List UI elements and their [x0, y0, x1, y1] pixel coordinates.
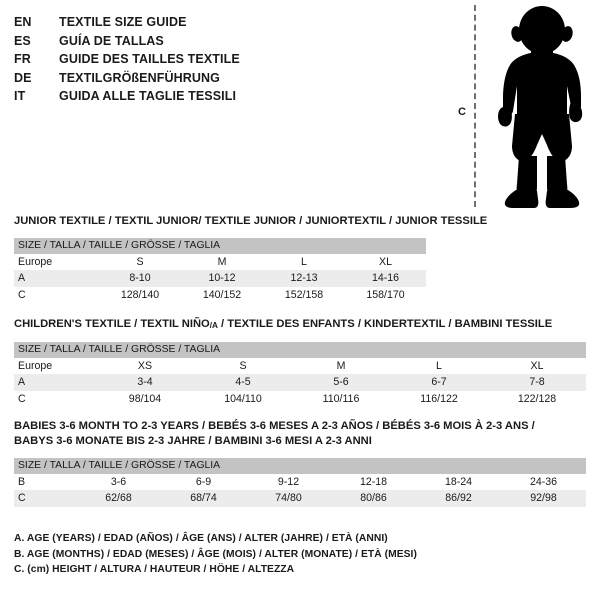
cell: L — [390, 357, 488, 374]
cell: 3-4 — [96, 374, 194, 391]
table-row: A 3-4 4-5 5-6 6-7 7-8 — [14, 374, 587, 391]
language-title-block: EN TEXTILE SIZE GUIDE ES GUÍA DE TALLAS … — [14, 13, 240, 106]
children-size-table: SIZE / TALLA / TAILLE / GRÖSSE / TAGLIA … — [14, 342, 587, 407]
row-label: C — [14, 390, 96, 407]
row-label: C — [14, 286, 99, 303]
legend-item-b: B. AGE (MONTHS) / EDAD (MESES) / ÂGE (MO… — [14, 548, 417, 560]
row-label: C — [14, 490, 76, 507]
cell: 3-6 — [76, 473, 161, 490]
table-row: A 8-10 10-12 12-13 14-16 — [14, 270, 427, 287]
table-header-row: SIZE / TALLA / TAILLE / GRÖSSE / TAGLIA — [14, 458, 587, 474]
height-marker-label: C — [458, 106, 466, 118]
row-label: Europe — [14, 357, 96, 374]
child-silhouette-icon — [498, 6, 583, 208]
language-row-fr: FR GUIDE DES TAILLES TEXTILE — [14, 50, 240, 69]
cell: 6-9 — [161, 473, 246, 490]
table-row: C 128/140 140/152 152/158 158/170 — [14, 286, 427, 303]
section-title-junior: JUNIOR TEXTILE / TEXTIL JUNIOR/ TEXTILE … — [14, 215, 488, 227]
height-measure-line-icon — [474, 5, 476, 207]
table-header-row: SIZE / TALLA / TAILLE / GRÖSSE / TAGLIA — [14, 342, 587, 358]
section-junior-textile: JUNIOR TEXTILE / TEXTIL JUNIOR/ TEXTILE … — [14, 214, 488, 303]
row-label: B — [14, 473, 76, 490]
cell: 9-12 — [246, 473, 331, 490]
cell: 14-16 — [345, 270, 427, 287]
cell: 74/80 — [246, 490, 331, 507]
row-label: A — [14, 270, 99, 287]
language-title-it: GUIDA ALLE TAGLIE TESSILI — [59, 89, 237, 104]
cell: S — [99, 253, 181, 270]
cell: 18-24 — [416, 473, 501, 490]
table-row: Europe S M L XL — [14, 253, 427, 270]
cell: 80/86 — [331, 490, 416, 507]
cell: XS — [96, 357, 194, 374]
height-illustration: C — [440, 0, 600, 215]
size-header-label: SIZE / TALLA / TAILLE / GRÖSSE / TAGLIA — [14, 342, 587, 358]
cell: 98/104 — [96, 390, 194, 407]
cell: 86/92 — [416, 490, 501, 507]
cell: 7-8 — [488, 374, 587, 391]
cell: 158/170 — [345, 286, 427, 303]
language-title-es: GUÍA DE TALLAS — [59, 33, 164, 48]
cell: 68/74 — [161, 490, 246, 507]
legend-item-c: C. (cm) HEIGHT / ALTURA / HAUTEUR / HÖHE… — [14, 564, 295, 575]
title-part-sub: /A — [209, 321, 218, 330]
language-title-en: TEXTILE SIZE GUIDE — [59, 15, 187, 29]
junior-size-table: SIZE / TALLA / TAILLE / GRÖSSE / TAGLIA … — [14, 238, 427, 303]
language-code-es: ES — [14, 33, 31, 48]
row-label: A — [14, 374, 96, 391]
language-code-it: IT — [14, 89, 26, 104]
cell: S — [194, 357, 292, 374]
language-row-it: IT GUIDA ALLE TAGLIE TESSILI — [14, 87, 240, 106]
cell: 5-6 — [292, 374, 390, 391]
cell: 116/122 — [390, 390, 488, 407]
cell: 4-5 — [194, 374, 292, 391]
cell: XL — [488, 357, 587, 374]
cell: M — [292, 357, 390, 374]
cell: 128/140 — [99, 286, 181, 303]
language-code-en: EN — [14, 15, 32, 29]
size-header-label: SIZE / TALLA / TAILLE / GRÖSSE / TAGLIA — [14, 458, 587, 474]
language-code-fr: FR — [14, 52, 31, 67]
legend-item-a: A. AGE (YEARS) / EDAD (AÑOS) / ÂGE (ANS)… — [14, 533, 388, 544]
cell: 8-10 — [99, 270, 181, 287]
table-header-row: SIZE / TALLA / TAILLE / GRÖSSE / TAGLIA — [14, 238, 427, 254]
title-part-post: / TEXTILE DES ENFANTS / KINDERTEXTIL / B… — [217, 318, 553, 330]
language-row-de: DE TEXTILGRÖßENFÜHRUNG — [14, 69, 240, 88]
cell: 12-18 — [331, 473, 416, 490]
cell: 92/98 — [501, 490, 587, 507]
cell: 62/68 — [76, 490, 161, 507]
table-row: B 3-6 6-9 9-12 12-18 18-24 24-36 — [14, 473, 587, 490]
cell: 6-7 — [390, 374, 488, 391]
cell: L — [263, 253, 345, 270]
language-row-es: ES GUÍA DE TALLAS — [14, 32, 240, 51]
title-part-pre: CHILDREN'S TEXTILE / TEXTIL NIÑO — [14, 318, 210, 330]
size-header-label: SIZE / TALLA / TAILLE / GRÖSSE / TAGLIA — [14, 238, 427, 254]
cell: 122/128 — [488, 390, 587, 407]
language-title-fr: GUIDE DES TAILLES TEXTILE — [59, 52, 240, 67]
section-title-children: CHILDREN'S TEXTILE / TEXTIL NIÑO/A / TEX… — [14, 317, 586, 333]
language-title-de: TEXTILGRÖßENFÜHRUNG — [59, 70, 220, 85]
row-label: Europe — [14, 253, 99, 270]
table-row: C 98/104 104/110 110/116 116/122 122/128 — [14, 390, 587, 407]
cell: 104/110 — [194, 390, 292, 407]
cell: 110/116 — [292, 390, 390, 407]
section-babies-textile: BABIES 3-6 MONTH TO 2-3 YEARS / BEBÉS 3-… — [14, 419, 587, 507]
cell: M — [181, 253, 263, 270]
cell: 152/158 — [263, 286, 345, 303]
language-code-de: DE — [14, 70, 32, 85]
cell: 24-36 — [501, 473, 587, 490]
legend-block: A. AGE (YEARS) / EDAD (AÑOS) / ÂGE (ANS)… — [14, 531, 417, 578]
cell: 140/152 — [181, 286, 263, 303]
language-row-en: EN TEXTILE SIZE GUIDE — [14, 13, 240, 32]
section-title-babies: BABIES 3-6 MONTH TO 2-3 YEARS / BEBÉS 3-… — [14, 420, 535, 447]
cell: 12-13 — [263, 270, 345, 287]
table-row: C 62/68 68/74 74/80 80/86 86/92 92/98 — [14, 490, 587, 507]
section-childrens-textile: CHILDREN'S TEXTILE / TEXTIL NIÑO/A / TEX… — [14, 317, 587, 407]
cell: XL — [345, 253, 427, 270]
babies-size-table: SIZE / TALLA / TAILLE / GRÖSSE / TAGLIA … — [14, 458, 587, 507]
cell: 10-12 — [181, 270, 263, 287]
table-row: Europe XS S M L XL — [14, 357, 587, 374]
